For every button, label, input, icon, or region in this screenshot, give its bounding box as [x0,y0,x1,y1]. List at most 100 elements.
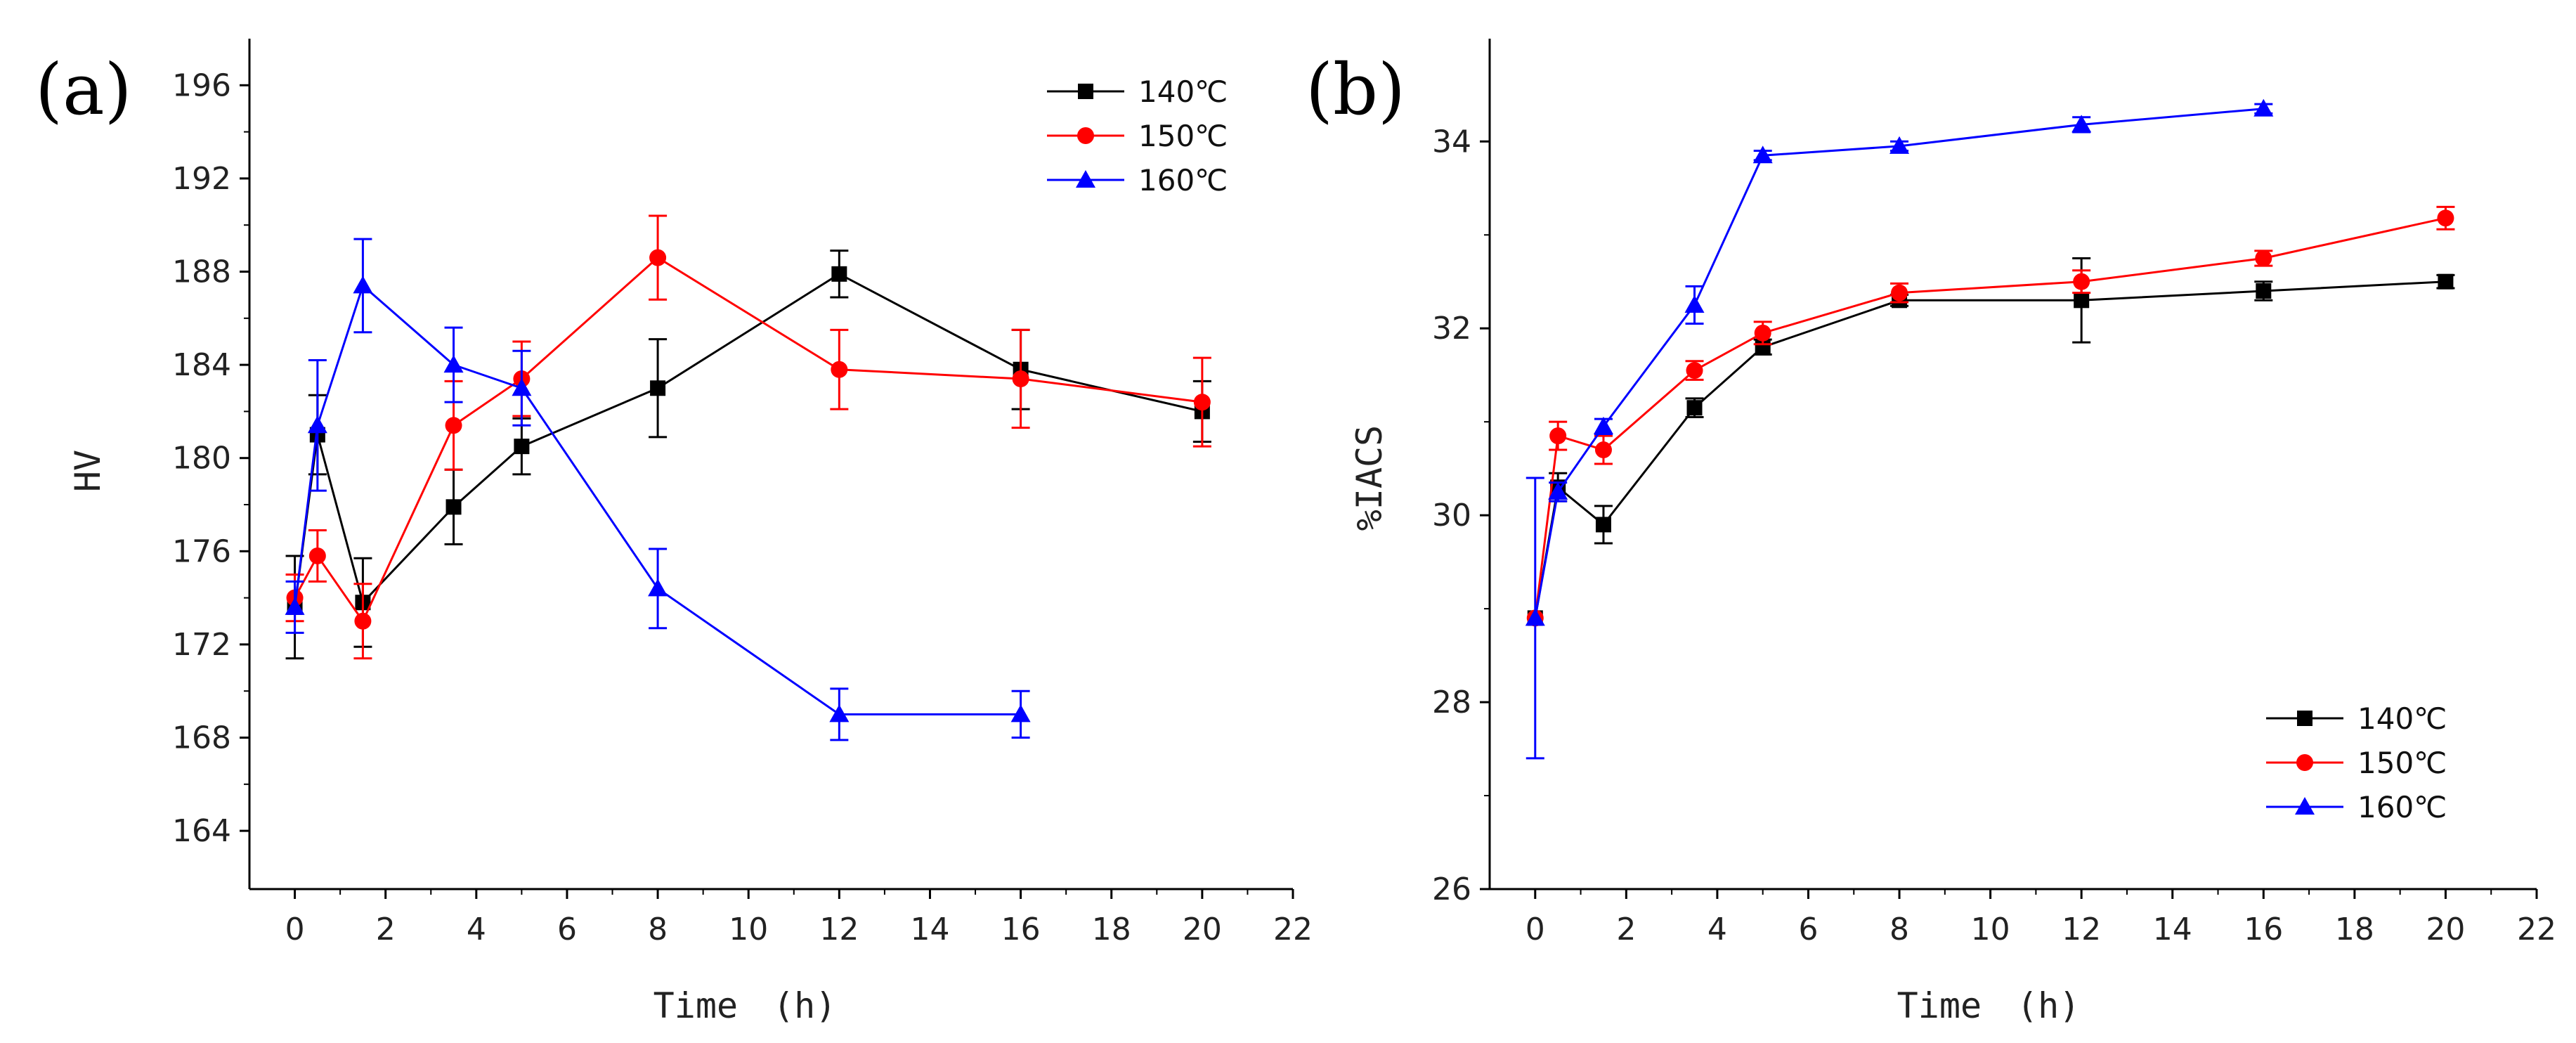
data-point [308,547,326,564]
legend-marker [2296,754,2313,771]
series-150℃ [1526,205,2455,627]
panel-a-series-group [285,214,1211,741]
panel-b-axes: 0 2 4 6 8 10 12 14 16 18 20 22 26 28 30 32 34 [1432,39,2556,947]
y-tick-label: 184 [172,347,231,383]
data-point [354,612,372,630]
data-point [443,355,464,373]
panel-a-label: (a) [35,48,132,131]
legend-marker [1076,170,1095,188]
y-tick-label: 164 [172,813,231,849]
data-point [1752,145,1773,164]
data-point [1548,481,1568,500]
data-point [285,597,305,615]
panel-b-series-group [1525,98,2455,760]
x-tick-label: 22 [2517,912,2556,947]
data-point [829,704,850,723]
panel-b-x-axis-title: Time (h) [1897,985,2081,1026]
legend-label: 160℃ [1138,163,1228,197]
data-point [1755,339,1771,355]
panel-a-axes: 0 2 4 6 8 10 12 14 16 18 20 22 164 168 172 176 180 184 188… [172,39,1313,947]
data-point [2253,98,2274,117]
series-line [294,283,1021,715]
data-point [1595,517,1611,533]
x-tick-label: 20 [2426,912,2465,947]
x-tick-label: 12 [2062,912,2101,947]
data-point [2071,115,2092,133]
panel-b-label: (b) [1306,48,1405,131]
data-point [1525,608,1545,626]
data-point [1594,441,1612,459]
data-point [2073,273,2090,290]
data-point [1889,136,1910,154]
data-point [649,249,667,266]
y-tick-label: 34 [1432,124,1471,160]
x-tick-label: 18 [2335,912,2374,947]
data-point [650,380,666,396]
data-point [2074,292,2090,309]
x-tick-label: 6 [1798,912,1818,947]
data-point [1010,704,1031,723]
x-tick-label: 2 [376,912,396,947]
panel-b-y-axis-title: %IACS [1349,425,1390,531]
x-tick-label: 8 [648,912,668,947]
panel-a-hardness: (a) 0 2 4 6 8 10 12 14 16 18 20 22 164 168 172 176 180 18… [35,39,1313,1026]
legend-label: 150℃ [1138,119,1228,153]
x-tick-label: 18 [1092,912,1131,947]
legend-marker [1077,127,1094,144]
legend-label: 150℃ [2357,746,2447,780]
y-tick-label: 28 [1432,685,1471,720]
series-160℃ [285,238,1031,741]
x-tick-label: 6 [557,912,577,947]
legend-marker [2297,711,2312,726]
x-tick-label: 10 [1971,912,2010,947]
data-point [2256,283,2272,299]
data-point [2255,250,2272,267]
x-tick-label: 12 [819,912,859,947]
x-tick-label: 20 [1183,912,1222,947]
x-tick-label: 0 [285,912,305,947]
y-tick-label: 180 [172,441,231,477]
legend-marker [2295,797,2315,815]
x-tick-label: 2 [1616,912,1636,947]
legend-label: 160℃ [2357,790,2447,824]
data-point [514,439,530,455]
data-point [307,415,327,434]
data-point [1686,400,1703,416]
panel-b-legend: 140℃ 150℃ 160℃ [2266,701,2447,824]
data-point [353,276,373,294]
y-tick-label: 188 [172,254,231,290]
panel-a-x-axis-title: Time (h) [653,985,837,1026]
x-tick-label: 14 [2153,912,2192,947]
x-tick-label: 8 [1889,912,1909,947]
data-point [1593,416,1613,434]
data-point [648,578,668,597]
data-point [445,417,462,434]
data-point [1549,427,1567,445]
x-tick-label: 16 [1001,912,1041,947]
panel-a-y-axis-title: HV [67,450,108,492]
y-tick-label: 168 [172,720,231,756]
panel-a-legend: 140℃ 150℃ 160℃ [1047,74,1228,197]
data-point [512,378,532,396]
data-point [1891,284,1908,302]
y-tick-label: 192 [172,161,231,197]
x-tick-label: 4 [467,912,486,947]
data-point [1012,370,1029,387]
y-tick-label: 176 [172,533,231,569]
data-point [831,266,847,282]
x-tick-label: 0 [1526,912,1545,947]
series-160℃ [1525,98,2274,760]
data-point [1684,294,1705,313]
y-tick-label: 30 [1432,498,1471,533]
y-tick-label: 26 [1432,872,1471,907]
x-tick-label: 10 [729,912,768,947]
x-tick-label: 14 [910,912,949,947]
legend-label: 140℃ [1138,74,1228,109]
data-point [1686,362,1703,380]
legend-marker [1078,84,1093,99]
legend-label: 140℃ [2357,701,2447,736]
y-tick-label: 196 [172,67,231,103]
